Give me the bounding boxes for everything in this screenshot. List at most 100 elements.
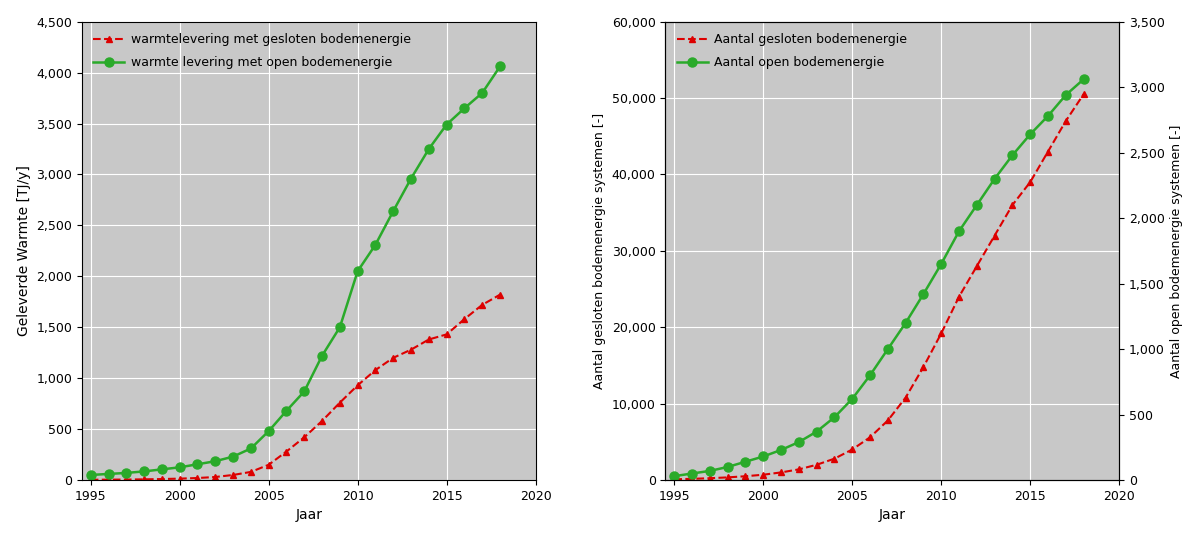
warmte levering met open bodemenergie: [173, 464, 187, 471]
warmte levering met open bodemenergie: [84, 472, 98, 478]
warmte levering met open bodemenergie: [101, 471, 115, 477]
Aantal gesloten bodemenergie: [845, 446, 859, 453]
warmtelevering met gesloten bodemenergie: [280, 448, 294, 455]
Aantal gesloten bodemenergie: [792, 466, 806, 473]
warmtelevering met gesloten bodemenergie: [137, 476, 151, 482]
Aantal gesloten bodemenergie: [685, 475, 700, 482]
Aantal gesloten bodemenergie: [756, 472, 770, 478]
Aantal gesloten bodemenergie: [1006, 202, 1020, 208]
Line: Aantal open bodemenergie: Aantal open bodemenergie: [670, 75, 1088, 481]
warmtelevering met gesloten bodemenergie: [298, 434, 312, 440]
warmtelevering met gesloten bodemenergie: [262, 461, 276, 468]
Y-axis label: Aantal gesloten bodemenergie systemen [-]: Aantal gesloten bodemenergie systemen [-…: [593, 113, 606, 389]
Aantal gesloten bodemenergie: [703, 475, 718, 481]
Aantal open bodemenergie: [1058, 92, 1073, 98]
warmte levering met open bodemenergie: [226, 453, 240, 460]
Aantal gesloten bodemenergie: [952, 293, 966, 300]
warmte levering met open bodemenergie: [314, 353, 329, 359]
Aantal gesloten bodemenergie: [934, 330, 948, 336]
Aantal open bodemenergie: [667, 473, 682, 479]
Aantal open bodemenergie: [1076, 76, 1091, 82]
warmtelevering met gesloten bodemenergie: [101, 476, 115, 483]
warmte levering met open bodemenergie: [280, 407, 294, 414]
warmtelevering met gesloten bodemenergie: [475, 302, 490, 308]
Aantal open bodemenergie: [917, 291, 931, 298]
Aantal gesloten bodemenergie: [827, 455, 841, 462]
warmte levering met open bodemenergie: [421, 146, 436, 152]
Line: Aantal gesloten bodemenergie: Aantal gesloten bodemenergie: [671, 91, 1087, 482]
Legend: Aantal gesloten bodemenergie, Aantal open bodemenergie: Aantal gesloten bodemenergie, Aantal ope…: [672, 28, 912, 74]
warmte levering met open bodemenergie: [332, 324, 347, 330]
warmte levering met open bodemenergie: [119, 469, 133, 476]
warmtelevering met gesloten bodemenergie: [493, 292, 508, 298]
Line: warmtelevering met gesloten bodemenergie: warmtelevering met gesloten bodemenergie: [88, 292, 503, 483]
Aantal open bodemenergie: [899, 320, 913, 326]
Aantal open bodemenergie: [881, 346, 895, 353]
warmte levering met open bodemenergie: [493, 63, 508, 70]
warmte levering met open bodemenergie: [457, 105, 472, 112]
warmtelevering met gesloten bodemenergie: [84, 476, 98, 483]
warmtelevering met gesloten bodemenergie: [386, 355, 401, 361]
Aantal gesloten bodemenergie: [899, 395, 913, 401]
warmte levering met open bodemenergie: [191, 461, 205, 467]
Aantal open bodemenergie: [952, 228, 966, 234]
warmte levering met open bodemenergie: [350, 268, 365, 274]
Aantal open bodemenergie: [1040, 113, 1055, 119]
X-axis label: Jaar: Jaar: [878, 508, 906, 522]
warmte levering met open bodemenergie: [298, 388, 312, 395]
Y-axis label: Aantal open bodemenergie systemen [-]: Aantal open bodemenergie systemen [-]: [1170, 124, 1183, 377]
warmtelevering met gesloten bodemenergie: [368, 367, 383, 374]
Aantal gesloten bodemenergie: [810, 461, 824, 468]
warmte levering met open bodemenergie: [244, 445, 258, 452]
warmtelevering met gesloten bodemenergie: [332, 399, 347, 406]
Legend: warmtelevering met gesloten bodemenergie, warmte levering met open bodemenergie: warmtelevering met gesloten bodemenergie…: [88, 28, 415, 74]
Aantal open bodemenergie: [845, 396, 859, 402]
warmte levering met open bodemenergie: [262, 428, 276, 434]
warmte levering met open bodemenergie: [137, 468, 151, 475]
warmte levering met open bodemenergie: [475, 89, 490, 96]
warmtelevering met gesloten bodemenergie: [244, 469, 258, 475]
Aantal open bodemenergie: [720, 464, 734, 470]
Aantal gesloten bodemenergie: [970, 263, 984, 270]
warmte levering met open bodemenergie: [386, 208, 401, 215]
warmte levering met open bodemenergie: [368, 241, 383, 248]
warmte levering met open bodemenergie: [404, 175, 419, 182]
warmtelevering met gesloten bodemenergie: [119, 476, 133, 483]
Aantal gesloten bodemenergie: [881, 417, 895, 424]
Aantal gesloten bodemenergie: [1040, 148, 1055, 155]
warmte levering met open bodemenergie: [155, 466, 169, 473]
warmtelevering met gesloten bodemenergie: [208, 474, 222, 480]
warmtelevering met gesloten bodemenergie: [173, 475, 187, 482]
Aantal open bodemenergie: [792, 439, 806, 445]
Aantal open bodemenergie: [988, 176, 1002, 182]
warmtelevering met gesloten bodemenergie: [404, 347, 419, 353]
Aantal gesloten bodemenergie: [917, 364, 931, 370]
X-axis label: Jaar: Jaar: [295, 508, 323, 522]
Aantal gesloten bodemenergie: [667, 476, 682, 482]
Aantal gesloten bodemenergie: [988, 232, 1002, 239]
warmte levering met open bodemenergie: [208, 458, 222, 465]
Aantal open bodemenergie: [810, 429, 824, 435]
Aantal open bodemenergie: [934, 261, 948, 267]
warmtelevering met gesloten bodemenergie: [226, 472, 240, 478]
Aantal open bodemenergie: [738, 459, 752, 465]
Aantal open bodemenergie: [703, 468, 718, 474]
Aantal gesloten bodemenergie: [863, 434, 877, 440]
warmtelevering met gesloten bodemenergie: [191, 475, 205, 481]
warmtelevering met gesloten bodemenergie: [457, 316, 472, 322]
Aantal gesloten bodemenergie: [1058, 118, 1073, 124]
Aantal open bodemenergie: [685, 470, 700, 476]
warmtelevering met gesloten bodemenergie: [439, 331, 454, 337]
Y-axis label: Geleverde Warmte [TJ/y]: Geleverde Warmte [TJ/y]: [17, 165, 31, 336]
Aantal open bodemenergie: [756, 453, 770, 460]
Aantal open bodemenergie: [774, 447, 788, 453]
Aantal open bodemenergie: [1024, 131, 1038, 137]
Aantal gesloten bodemenergie: [738, 473, 752, 480]
warmtelevering met gesloten bodemenergie: [314, 418, 329, 424]
warmtelevering met gesloten bodemenergie: [421, 336, 436, 343]
warmtelevering met gesloten bodemenergie: [155, 476, 169, 482]
Aantal open bodemenergie: [827, 414, 841, 420]
Aantal open bodemenergie: [1006, 152, 1020, 158]
warmte levering met open bodemenergie: [439, 121, 454, 128]
Aantal gesloten bodemenergie: [720, 474, 734, 481]
